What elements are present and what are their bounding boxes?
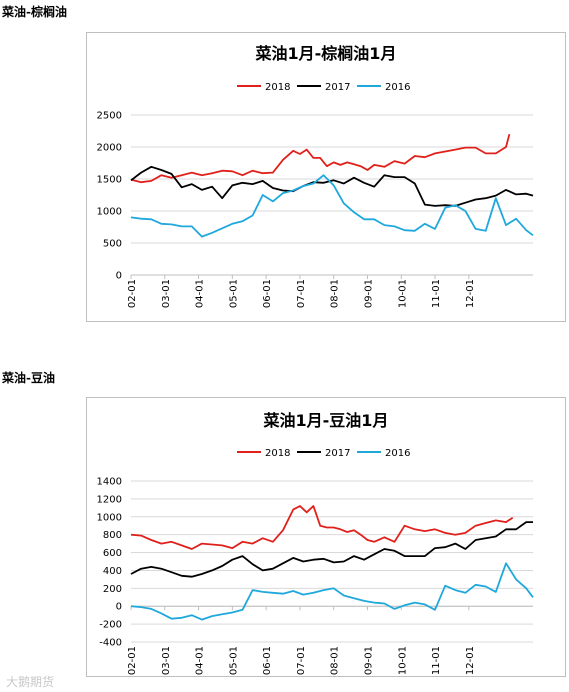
section-title-palm: 菜油-棕榈油 xyxy=(2,5,67,19)
x-tick-label: 04-01 xyxy=(195,279,206,308)
x-tick-label: 07-01 xyxy=(296,646,307,675)
x-tick-label: 06-01 xyxy=(262,646,273,675)
legend-label-2016: 2016 xyxy=(385,448,410,459)
x-tick-label: 10-01 xyxy=(397,646,408,675)
x-tick-label: 03-01 xyxy=(161,646,172,675)
y-tick-label: 1000 xyxy=(97,512,122,523)
legend-label-2017: 2017 xyxy=(325,448,350,459)
x-tick-label: 10-01 xyxy=(397,279,408,308)
chart-panel-rapeseed-soy: 菜油1月-豆油1月 2018 2017 2016 -400 -200 0 200 400 600 8… xyxy=(86,397,566,677)
chart-title: 菜油1月-棕榈油1月 xyxy=(255,44,397,63)
x-tick-label: 06-01 xyxy=(262,279,273,308)
y-tick-label: -200 xyxy=(99,620,122,631)
y-tick-label: 0 xyxy=(116,602,122,613)
chart-panel-rapeseed-palm: 菜油1月-棕榈油1月 2018 2017 2016 0 500 1000 1500 2000 25… xyxy=(86,32,566,322)
chart-rapeseed-palm: 菜油1月-棕榈油1月 2018 2017 2016 0 500 1000 1500 2000 25… xyxy=(97,44,534,308)
y-tick-label: 2000 xyxy=(97,143,122,154)
legend-label-2016: 2016 xyxy=(385,82,410,93)
y-tick-label: 400 xyxy=(103,566,122,577)
y-tick-label: 1500 xyxy=(97,175,122,186)
legend-label-2017: 2017 xyxy=(325,82,350,93)
y-tick-label: 800 xyxy=(103,530,122,541)
x-tick-label: 12-01 xyxy=(465,646,476,675)
watermark: 大鹅期货 xyxy=(6,675,55,689)
y-tick-label: 2500 xyxy=(97,111,122,122)
legend-label-2018: 2018 xyxy=(265,82,290,93)
x-tick-label: 08-01 xyxy=(330,646,341,675)
y-tick-label: 200 xyxy=(103,584,122,595)
x-tick-label: 12-01 xyxy=(465,279,476,308)
x-tick-label: 09-01 xyxy=(363,646,374,675)
series-line-2018 xyxy=(130,133,511,184)
x-tick-label: 07-01 xyxy=(296,279,307,308)
y-tick-label: 600 xyxy=(103,548,122,559)
y-tick-label: 0 xyxy=(116,271,122,282)
series-line-2017 xyxy=(130,165,534,207)
y-tick-label: 1400 xyxy=(97,477,122,488)
x-tick-label: 04-01 xyxy=(195,646,206,675)
x-tick-label: 02-01 xyxy=(127,646,138,675)
x-tick-label: 11-01 xyxy=(431,279,442,308)
section-title-soy: 菜油-豆油 xyxy=(2,371,55,385)
series-line-2016 xyxy=(130,174,534,238)
y-tick-label: 1000 xyxy=(97,207,122,218)
x-tick-label: 05-01 xyxy=(228,646,239,675)
series-line-2016 xyxy=(130,562,534,621)
x-tick-label: 11-01 xyxy=(431,646,442,675)
x-tick-label: 03-01 xyxy=(161,279,172,308)
series-line-2018 xyxy=(130,505,514,550)
y-tick-label: -400 xyxy=(99,638,122,649)
legend-label-2018: 2018 xyxy=(265,448,290,459)
chart-rapeseed-soy: 菜油1月-豆油1月 2018 2017 2016 -400 -200 0 200 400 600 8… xyxy=(97,411,534,675)
x-tick-label: 02-01 xyxy=(127,279,138,308)
y-tick-label: 1200 xyxy=(97,494,122,505)
x-tick-label: 09-01 xyxy=(363,279,374,308)
y-tick-label: 500 xyxy=(103,239,122,250)
x-tick-label: 08-01 xyxy=(330,279,341,308)
chart-title: 菜油1月-豆油1月 xyxy=(263,411,389,430)
series-line-2017 xyxy=(130,521,533,578)
x-tick-label: 05-01 xyxy=(228,279,239,308)
